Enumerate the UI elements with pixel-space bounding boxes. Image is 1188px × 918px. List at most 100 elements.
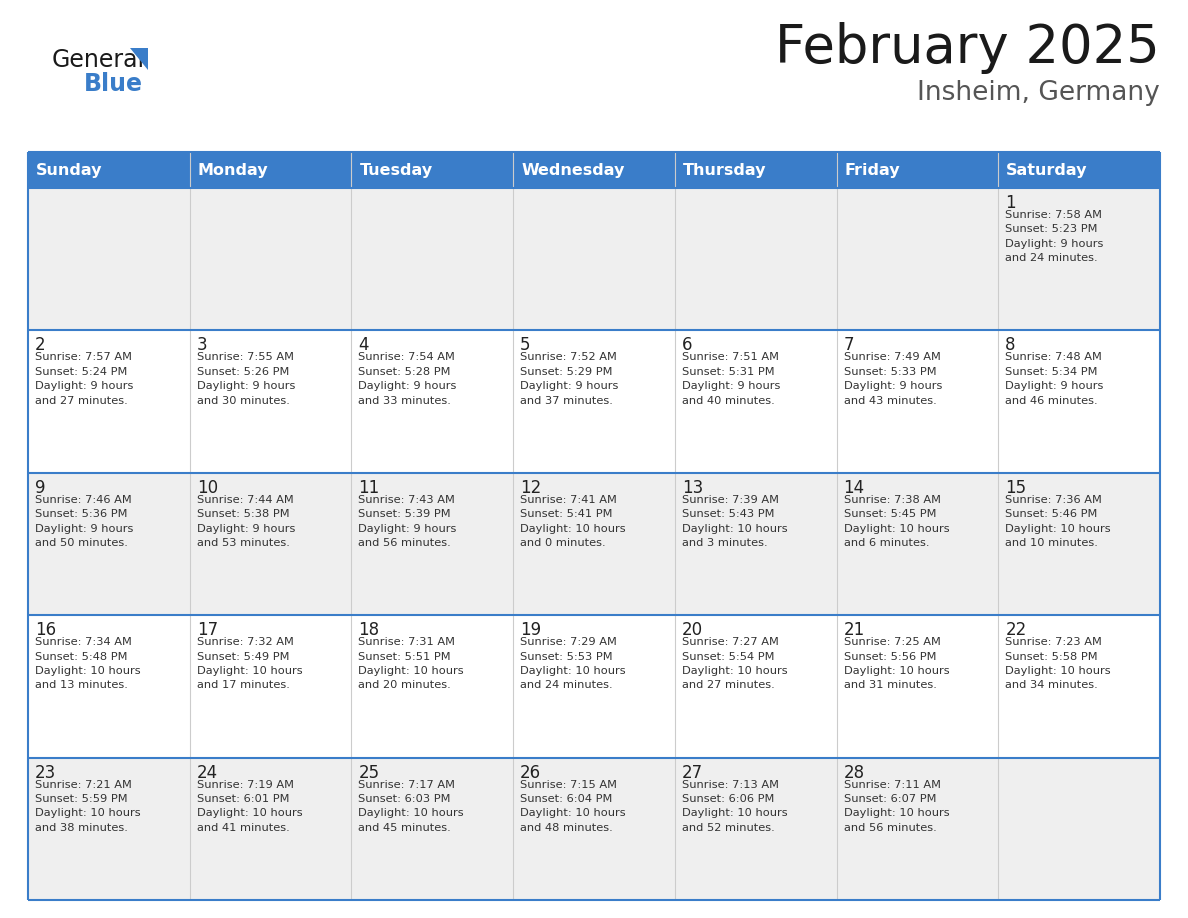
Bar	[675, 188, 836, 330]
Text: Sunrise: 7:43 AM
Sunset: 5:39 PM
Daylight: 9 hours
and 56 minutes.: Sunrise: 7:43 AM Sunset: 5:39 PM Dayligh…	[359, 495, 457, 548]
Text: 14: 14	[843, 479, 865, 497]
Text: 1: 1	[1005, 194, 1016, 212]
Bar	[29, 152, 190, 188]
Text: 2: 2	[34, 336, 45, 354]
Bar	[998, 188, 1159, 330]
Bar	[836, 473, 998, 615]
Text: 8: 8	[1005, 336, 1016, 354]
Bar	[513, 188, 675, 330]
Text: 28: 28	[843, 764, 865, 781]
Text: Sunrise: 7:21 AM
Sunset: 5:59 PM
Daylight: 10 hours
and 38 minutes.: Sunrise: 7:21 AM Sunset: 5:59 PM Dayligh…	[34, 779, 140, 833]
Text: 11: 11	[359, 479, 380, 497]
Bar	[836, 152, 998, 188]
Bar	[513, 757, 675, 900]
Bar	[352, 188, 513, 330]
Text: 9: 9	[34, 479, 45, 497]
Text: 10: 10	[197, 479, 217, 497]
Text: Sunrise: 7:41 AM
Sunset: 5:41 PM
Daylight: 10 hours
and 0 minutes.: Sunrise: 7:41 AM Sunset: 5:41 PM Dayligh…	[520, 495, 626, 548]
Bar	[352, 152, 513, 188]
Text: Sunday: Sunday	[36, 162, 102, 177]
Text: Sunrise: 7:51 AM
Sunset: 5:31 PM
Daylight: 9 hours
and 40 minutes.: Sunrise: 7:51 AM Sunset: 5:31 PM Dayligh…	[682, 353, 781, 406]
Text: Sunrise: 7:27 AM
Sunset: 5:54 PM
Daylight: 10 hours
and 27 minutes.: Sunrise: 7:27 AM Sunset: 5:54 PM Dayligh…	[682, 637, 788, 690]
Text: 3: 3	[197, 336, 208, 354]
Bar	[998, 615, 1159, 757]
Text: Sunrise: 7:32 AM
Sunset: 5:49 PM
Daylight: 10 hours
and 17 minutes.: Sunrise: 7:32 AM Sunset: 5:49 PM Dayligh…	[197, 637, 302, 690]
Text: Sunrise: 7:52 AM
Sunset: 5:29 PM
Daylight: 9 hours
and 37 minutes.: Sunrise: 7:52 AM Sunset: 5:29 PM Dayligh…	[520, 353, 619, 406]
Text: 16: 16	[34, 621, 56, 639]
Text: 7: 7	[843, 336, 854, 354]
Bar	[29, 330, 190, 473]
Text: Sunrise: 7:29 AM
Sunset: 5:53 PM
Daylight: 10 hours
and 24 minutes.: Sunrise: 7:29 AM Sunset: 5:53 PM Dayligh…	[520, 637, 626, 690]
Text: Sunrise: 7:11 AM
Sunset: 6:07 PM
Daylight: 10 hours
and 56 minutes.: Sunrise: 7:11 AM Sunset: 6:07 PM Dayligh…	[843, 779, 949, 833]
Text: Insheim, Germany: Insheim, Germany	[917, 80, 1159, 106]
Text: Sunrise: 7:19 AM
Sunset: 6:01 PM
Daylight: 10 hours
and 41 minutes.: Sunrise: 7:19 AM Sunset: 6:01 PM Dayligh…	[197, 779, 302, 833]
Text: 21: 21	[843, 621, 865, 639]
Bar	[998, 757, 1159, 900]
Bar	[836, 757, 998, 900]
Bar	[352, 615, 513, 757]
Bar	[190, 330, 352, 473]
Bar	[675, 757, 836, 900]
Bar	[998, 152, 1159, 188]
Bar	[998, 473, 1159, 615]
Text: 26: 26	[520, 764, 542, 781]
Text: Sunrise: 7:25 AM
Sunset: 5:56 PM
Daylight: 10 hours
and 31 minutes.: Sunrise: 7:25 AM Sunset: 5:56 PM Dayligh…	[843, 637, 949, 690]
Text: Sunrise: 7:46 AM
Sunset: 5:36 PM
Daylight: 9 hours
and 50 minutes.: Sunrise: 7:46 AM Sunset: 5:36 PM Dayligh…	[34, 495, 133, 548]
Bar	[513, 152, 675, 188]
Text: Sunrise: 7:58 AM
Sunset: 5:23 PM
Daylight: 9 hours
and 24 minutes.: Sunrise: 7:58 AM Sunset: 5:23 PM Dayligh…	[1005, 210, 1104, 263]
Text: Friday: Friday	[845, 162, 901, 177]
Text: 25: 25	[359, 764, 379, 781]
Text: 12: 12	[520, 479, 542, 497]
Text: 18: 18	[359, 621, 379, 639]
Text: Sunrise: 7:31 AM
Sunset: 5:51 PM
Daylight: 10 hours
and 20 minutes.: Sunrise: 7:31 AM Sunset: 5:51 PM Dayligh…	[359, 637, 465, 690]
Text: 4: 4	[359, 336, 369, 354]
Bar	[190, 473, 352, 615]
Text: 19: 19	[520, 621, 542, 639]
Bar	[29, 473, 190, 615]
Text: Sunrise: 7:34 AM
Sunset: 5:48 PM
Daylight: 10 hours
and 13 minutes.: Sunrise: 7:34 AM Sunset: 5:48 PM Dayligh…	[34, 637, 140, 690]
Bar	[513, 330, 675, 473]
Text: Sunrise: 7:57 AM
Sunset: 5:24 PM
Daylight: 9 hours
and 27 minutes.: Sunrise: 7:57 AM Sunset: 5:24 PM Dayligh…	[34, 353, 133, 406]
Bar	[675, 615, 836, 757]
Text: Tuesday: Tuesday	[360, 162, 432, 177]
Bar	[836, 330, 998, 473]
Bar	[29, 757, 190, 900]
Text: 20: 20	[682, 621, 703, 639]
Text: 17: 17	[197, 621, 217, 639]
Text: Sunrise: 7:15 AM
Sunset: 6:04 PM
Daylight: 10 hours
and 48 minutes.: Sunrise: 7:15 AM Sunset: 6:04 PM Dayligh…	[520, 779, 626, 833]
Text: 27: 27	[682, 764, 703, 781]
Bar	[513, 473, 675, 615]
Text: 23: 23	[34, 764, 56, 781]
Text: Saturday: Saturday	[1006, 162, 1088, 177]
Text: Sunrise: 7:17 AM
Sunset: 6:03 PM
Daylight: 10 hours
and 45 minutes.: Sunrise: 7:17 AM Sunset: 6:03 PM Dayligh…	[359, 779, 465, 833]
Text: Monday: Monday	[197, 162, 268, 177]
Text: February 2025: February 2025	[776, 22, 1159, 74]
Bar	[675, 330, 836, 473]
Bar	[675, 152, 836, 188]
Polygon shape	[129, 48, 148, 70]
Bar	[190, 615, 352, 757]
Text: Wednesday: Wednesday	[522, 162, 625, 177]
Text: General: General	[52, 48, 145, 72]
Bar	[190, 757, 352, 900]
Bar	[836, 615, 998, 757]
Text: Blue: Blue	[84, 72, 143, 96]
Bar	[352, 757, 513, 900]
Bar	[190, 188, 352, 330]
Text: 5: 5	[520, 336, 531, 354]
Text: Thursday: Thursday	[683, 162, 766, 177]
Bar	[513, 615, 675, 757]
Text: 6: 6	[682, 336, 693, 354]
Text: Sunrise: 7:39 AM
Sunset: 5:43 PM
Daylight: 10 hours
and 3 minutes.: Sunrise: 7:39 AM Sunset: 5:43 PM Dayligh…	[682, 495, 788, 548]
Text: Sunrise: 7:54 AM
Sunset: 5:28 PM
Daylight: 9 hours
and 33 minutes.: Sunrise: 7:54 AM Sunset: 5:28 PM Dayligh…	[359, 353, 457, 406]
Text: 13: 13	[682, 479, 703, 497]
Text: 24: 24	[197, 764, 217, 781]
Text: 15: 15	[1005, 479, 1026, 497]
Bar	[836, 188, 998, 330]
Bar	[352, 330, 513, 473]
Text: Sunrise: 7:55 AM
Sunset: 5:26 PM
Daylight: 9 hours
and 30 minutes.: Sunrise: 7:55 AM Sunset: 5:26 PM Dayligh…	[197, 353, 295, 406]
Bar	[29, 615, 190, 757]
Text: Sunrise: 7:38 AM
Sunset: 5:45 PM
Daylight: 10 hours
and 6 minutes.: Sunrise: 7:38 AM Sunset: 5:45 PM Dayligh…	[843, 495, 949, 548]
Text: Sunrise: 7:23 AM
Sunset: 5:58 PM
Daylight: 10 hours
and 34 minutes.: Sunrise: 7:23 AM Sunset: 5:58 PM Dayligh…	[1005, 637, 1111, 690]
Text: Sunrise: 7:13 AM
Sunset: 6:06 PM
Daylight: 10 hours
and 52 minutes.: Sunrise: 7:13 AM Sunset: 6:06 PM Dayligh…	[682, 779, 788, 833]
